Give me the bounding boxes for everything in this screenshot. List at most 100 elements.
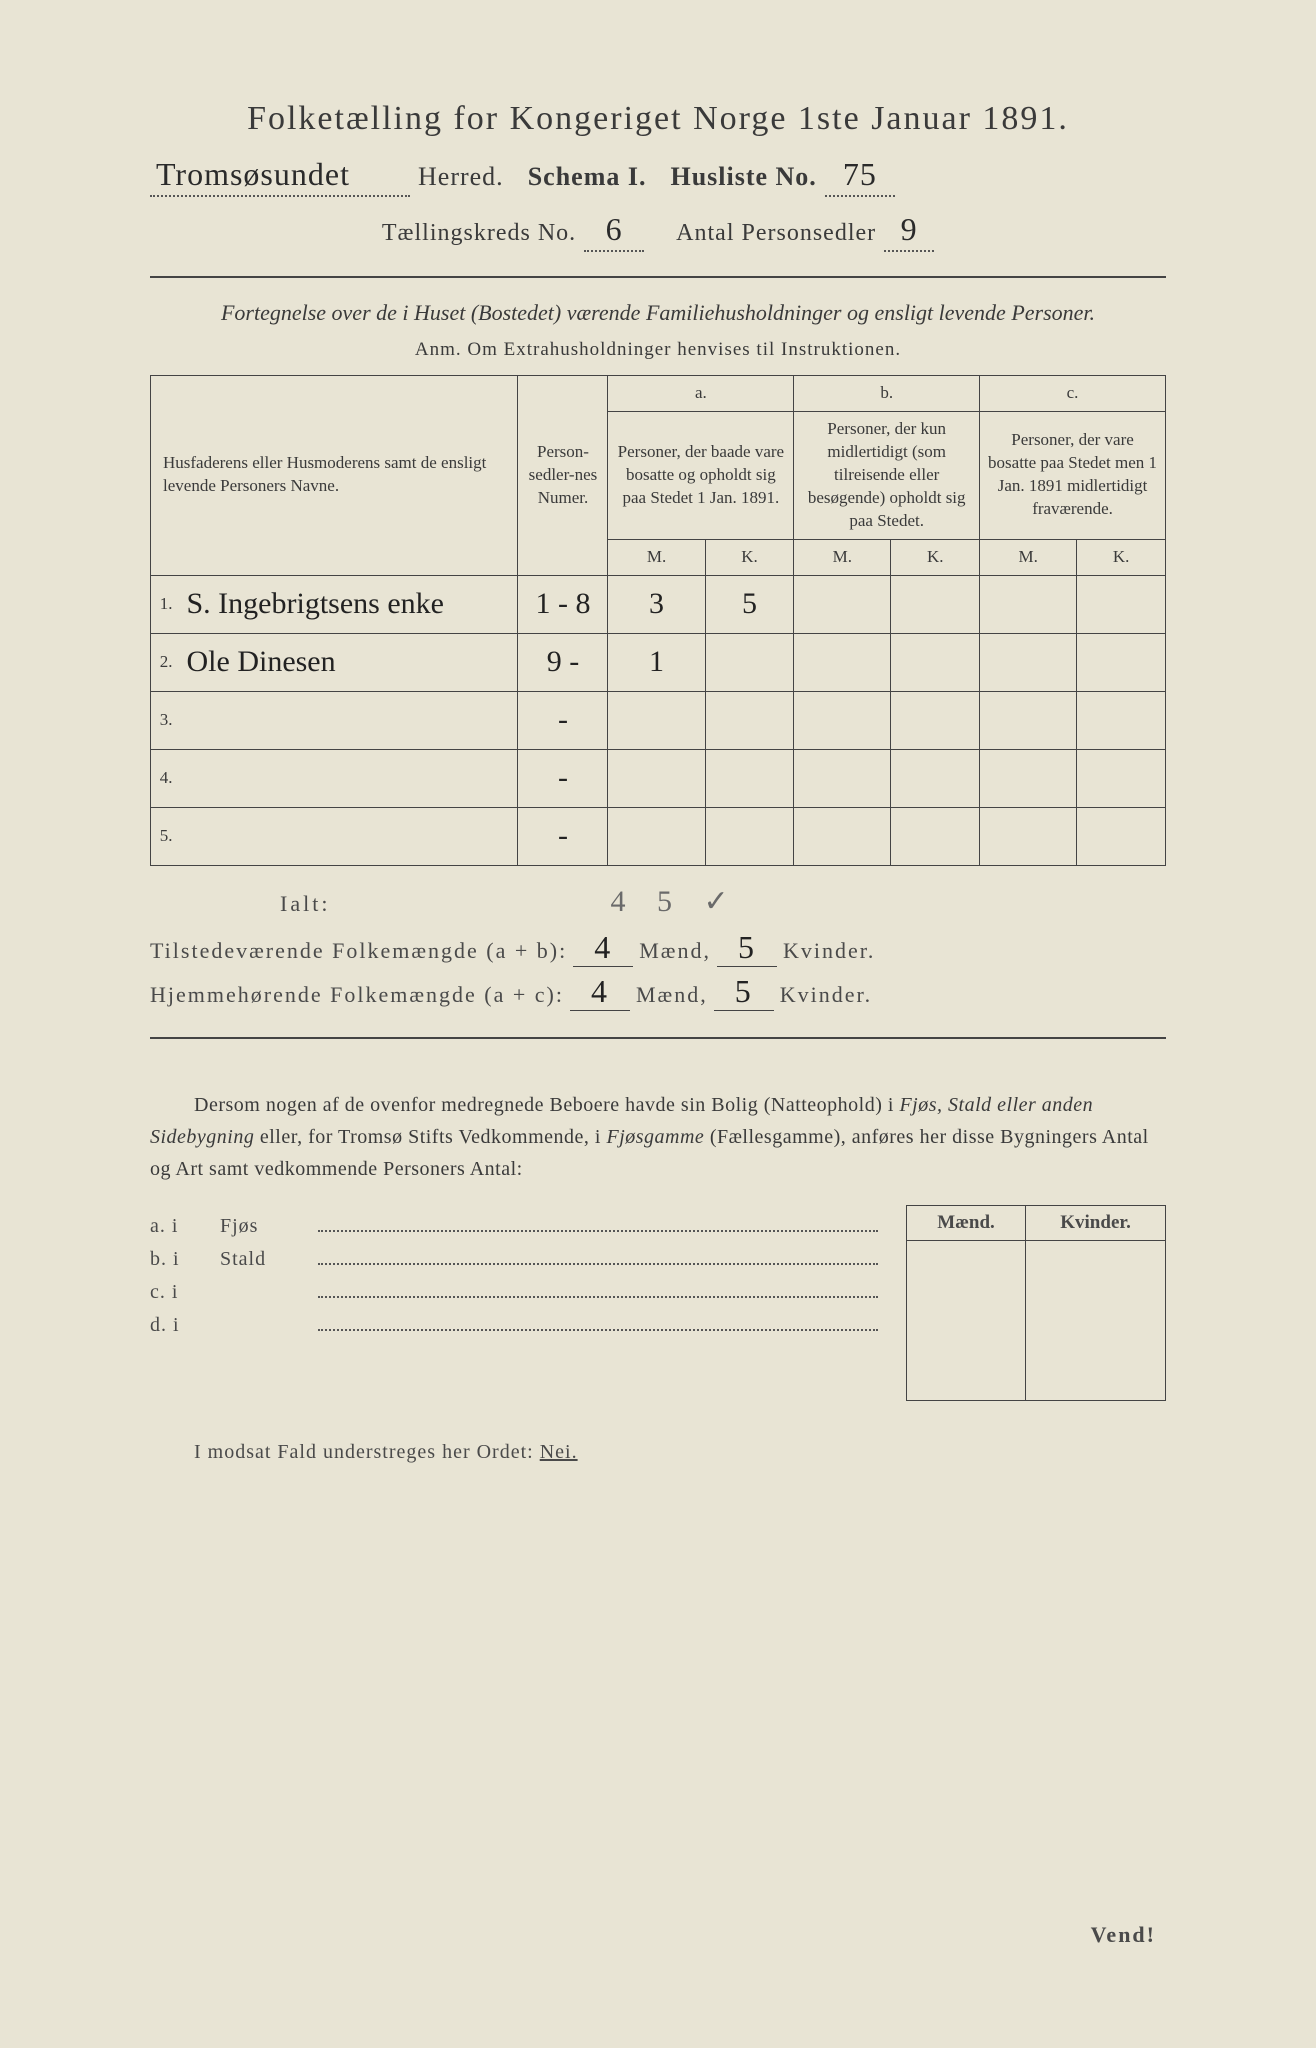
col-a-header: Personer, der baade vare bosatte og opho… (608, 411, 794, 539)
schema-label: Schema I. (528, 162, 647, 192)
c-k-val (1077, 575, 1166, 633)
husliste-value: 75 (825, 156, 895, 197)
b-k-val (891, 807, 980, 865)
home-sum-row: Hjemmehørende Folkemængde (a + c): 4 Mæn… (150, 973, 1166, 1011)
person-numbers: - (518, 807, 608, 865)
a-k-val (705, 749, 794, 807)
header-line-1: Tromsøsundet Herred. Schema I. Husliste … (150, 156, 1166, 197)
mk-k-cell (1026, 1240, 1166, 1400)
a-m-val: 1 (608, 633, 705, 691)
bt-em2: Fjøsgamme (606, 1126, 704, 1148)
herred-value: Tromsøsundet (150, 156, 410, 197)
c-m-val (980, 807, 1077, 865)
a-m-val (608, 807, 705, 865)
person-numbers: 1 - 8 (518, 575, 608, 633)
home-label: Hjemmehørende Folkemængde (a + c): (150, 982, 564, 1008)
outb-key: d. i (150, 1314, 220, 1337)
husliste-label: Husliste No. (670, 162, 816, 192)
a-m-val: 3 (608, 575, 705, 633)
col-a-label: a. (608, 376, 794, 412)
b-k: K. (891, 539, 980, 575)
a-k-val: 5 (705, 575, 794, 633)
household-name: S. Ingebrigtsens enke (177, 575, 518, 633)
kvinder-label-1: Kvinder. (783, 938, 875, 964)
outb-key: c. i (150, 1281, 220, 1304)
c-m-val (980, 749, 1077, 807)
ialt-label: Ialt: (280, 891, 330, 917)
a-k-val (705, 807, 794, 865)
present-k: 5 (717, 929, 777, 967)
b-k-val (891, 575, 980, 633)
row-number: 4. (151, 749, 177, 807)
b-m-val (794, 749, 891, 807)
c-m-val (980, 575, 1077, 633)
col-name-header: Husfaderens eller Husmoderens samt de en… (151, 376, 518, 576)
home-k: 5 (714, 973, 774, 1011)
outbuilding-line: c. i (150, 1281, 886, 1304)
table-row: 1.S. Ingebrigtsens enke1 - 835 (151, 575, 1166, 633)
c-k-val (1077, 691, 1166, 749)
outb-key: b. i (150, 1248, 220, 1271)
c-m: M. (980, 539, 1077, 575)
c-m-val (980, 691, 1077, 749)
anm-note: Anm. Om Extrahusholdninger henvises til … (150, 339, 1166, 361)
dotted-fill (318, 1263, 878, 1265)
b-k-val (891, 633, 980, 691)
ialt-hand: 4 5 ✓ (610, 884, 740, 919)
outbuilding-line: b. iStald (150, 1248, 886, 1271)
mk-table: Mænd. Kvinder. (906, 1205, 1166, 1401)
outb-key: a. i (150, 1215, 220, 1238)
row-number: 5. (151, 807, 177, 865)
dotted-fill (318, 1230, 878, 1232)
c-m-val (980, 633, 1077, 691)
census-form-page: Folketælling for Kongeriget Norge 1ste J… (60, 40, 1256, 2008)
col-b-label: b. (794, 376, 980, 412)
outbuilding-list: a. iFjøsb. iStaldc. id. i (150, 1205, 886, 1347)
present-label: Tilstedeværende Folkemængde (a + b): (150, 938, 567, 964)
form-title: Folketælling for Kongeriget Norge 1ste J… (150, 100, 1166, 138)
a-k: K. (705, 539, 794, 575)
bt2: eller, for Tromsø Stifts Vedkommende, i (260, 1126, 607, 1148)
a-m-val (608, 691, 705, 749)
mk-maend: Mænd. (907, 1205, 1026, 1240)
outbuilding-line: d. i (150, 1314, 886, 1337)
mk-kvinder: Kvinder. (1026, 1205, 1166, 1240)
col-b-header: Personer, der kun midlertidigt (som tilr… (794, 411, 980, 539)
c-k: K. (1077, 539, 1166, 575)
a-k-val (705, 633, 794, 691)
taellingskreds-value: 6 (584, 211, 644, 252)
table-row: 2.Ole Dinesen9 -1 (151, 633, 1166, 691)
outb-label: Stald (220, 1248, 310, 1271)
household-table: Husfaderens eller Husmoderens samt de en… (150, 375, 1166, 866)
a-k-val (705, 691, 794, 749)
outbuilding-section: a. iFjøsb. iStaldc. id. i Mænd. Kvinder. (150, 1205, 1166, 1401)
person-numbers: 9 - (518, 633, 608, 691)
dotted-fill (318, 1329, 878, 1331)
maend-label-1: Mænd, (639, 938, 711, 964)
b-m-val (794, 691, 891, 749)
c-k-val (1077, 807, 1166, 865)
divider-2 (150, 1037, 1166, 1039)
taellingskreds-label: Tællingskreds No. (382, 220, 576, 247)
c-k-val (1077, 633, 1166, 691)
person-numbers: - (518, 691, 608, 749)
a-m-val (608, 749, 705, 807)
vend-label: Vend! (1091, 1922, 1156, 1948)
footer-text: I modsat Fald understreges her Ordet: (194, 1441, 540, 1463)
maend-label-2: Mænd, (636, 982, 708, 1008)
present-m: 4 (573, 929, 633, 967)
b-m-val (794, 633, 891, 691)
bt1: Dersom nogen af de ovenfor medregnede Be… (194, 1094, 899, 1116)
b-k-val (891, 691, 980, 749)
household-name (177, 807, 518, 865)
b-m: M. (794, 539, 891, 575)
c-k-val (1077, 749, 1166, 807)
antal-label: Antal Personsedler (676, 220, 876, 247)
b-m-val (794, 575, 891, 633)
row-number: 1. (151, 575, 177, 633)
subheading: Fortegnelse over de i Huset (Bostedet) v… (150, 296, 1166, 329)
col-c-label: c. (980, 376, 1166, 412)
divider (150, 276, 1166, 278)
kvinder-label-2: Kvinder. (780, 982, 872, 1008)
footer-nei: Nei. (540, 1441, 578, 1463)
